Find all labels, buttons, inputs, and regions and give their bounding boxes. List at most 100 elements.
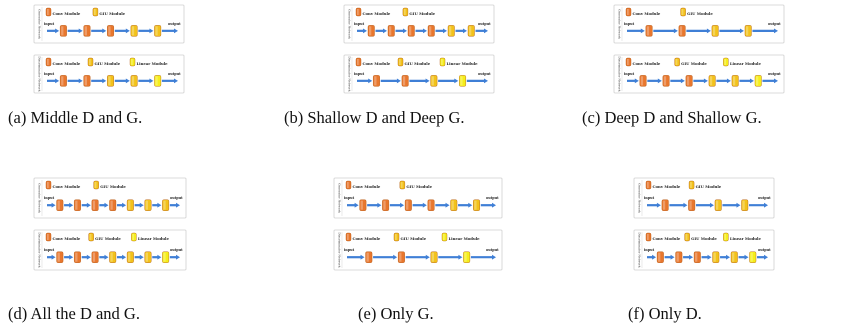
generator-side-label: Generator Network (338, 183, 342, 213)
glu-block (731, 75, 739, 87)
legend-conv-label: Conv Module (53, 184, 81, 189)
conv-block (56, 199, 64, 211)
input-label: input (624, 22, 635, 26)
chain-arrow (438, 78, 459, 84)
conv-block (359, 199, 367, 211)
legend-linear-block (723, 57, 729, 67)
panel-d: Generator Network Conv Module GIU Module in… (0, 170, 284, 333)
conv-block (91, 251, 99, 263)
chain-arrow (701, 254, 712, 260)
chain-arrow (438, 254, 463, 260)
panel-b: Generator Network Conv Module GIU Module in… (284, 0, 574, 166)
generator-box (343, 4, 495, 44)
glu-block (447, 25, 455, 37)
chain-arrow (375, 28, 387, 34)
input-label: input (344, 248, 355, 252)
legend-glu-label: GIU Module (401, 236, 427, 241)
glu-block (126, 199, 134, 211)
conv-block (109, 199, 117, 211)
diagram-d: Generator Network Conv Module GIU Module in… (33, 177, 187, 271)
generator-box (33, 4, 185, 44)
chain-arrow (380, 78, 401, 84)
chain-arrow (91, 28, 107, 34)
generator-box (613, 4, 785, 44)
chain-arrow (152, 202, 162, 208)
legend-glu-label: GIU Module (687, 11, 713, 16)
glu-block (744, 25, 752, 37)
legend-linear-block (439, 57, 446, 67)
chain-arrow (683, 254, 694, 260)
conv-block (693, 251, 701, 263)
glu-block (430, 75, 438, 87)
glu-block (130, 25, 138, 37)
panel-c: Generator Network Conv Module GIU Module in… (574, 0, 854, 166)
discriminator-box (633, 229, 775, 271)
linear-block (754, 75, 762, 87)
conv-block (83, 25, 91, 37)
linear-block (459, 75, 467, 87)
conv-block (404, 199, 412, 211)
conv-block (662, 75, 670, 87)
diagram-e: Generator Network Conv Module GIU Module in… (333, 177, 503, 271)
chain-arrow (367, 202, 382, 208)
legend-glu-label: GIU Module (99, 11, 125, 16)
legend-glu-block (399, 180, 406, 190)
chain-arrow (81, 254, 91, 260)
output-arrow (757, 254, 768, 260)
generator-side-label: Generator Network (348, 9, 352, 39)
chain-arrow (347, 202, 359, 208)
linear-block (154, 75, 162, 87)
chain-arrow (435, 202, 450, 208)
linear-block (463, 251, 471, 263)
glu-block (126, 251, 134, 263)
chain-arrow (152, 254, 162, 260)
discriminator-box (343, 54, 495, 94)
chain-arrow (138, 28, 154, 34)
glu-block (144, 251, 152, 263)
caption-a: (a) Middle D and G. (8, 108, 143, 127)
linear-block (162, 251, 170, 263)
legend-glu-label: GIU Module (681, 61, 707, 66)
conv-block (645, 25, 653, 37)
chain-arrow (347, 254, 365, 260)
glu-block (144, 199, 152, 211)
output-arrow (161, 28, 178, 34)
legend-glu-label: GIU Module (100, 184, 126, 189)
legend-conv-block (625, 57, 632, 67)
input-label: input (44, 196, 55, 200)
conv-block (382, 199, 390, 211)
output-arrow (470, 254, 496, 260)
legend-conv-block (345, 180, 352, 190)
chain-arrow (670, 78, 685, 84)
output-arrow (762, 78, 778, 84)
chain-arrow (47, 28, 60, 34)
chain-arrow (47, 202, 56, 208)
output-arrow (475, 28, 488, 34)
glu-block (154, 25, 162, 37)
chain-arrow (720, 254, 731, 260)
chain-arrow (738, 254, 749, 260)
conv-block (427, 199, 435, 211)
conv-block (397, 251, 405, 263)
chain-arrow (664, 254, 675, 260)
chain-arrow (647, 254, 657, 260)
conv-block (59, 75, 67, 87)
discriminator-side-label: Discriminator Network (638, 232, 642, 267)
conv-block (74, 251, 81, 263)
chain-arrow (395, 28, 407, 34)
chain-arrow (357, 28, 367, 34)
output-label: output (170, 196, 183, 200)
legend-glu-block (87, 57, 94, 67)
legend-glu-block (92, 7, 99, 17)
output-arrow (480, 202, 496, 208)
chain-arrow (647, 202, 661, 208)
glu-block (467, 25, 475, 37)
chain-arrow (686, 28, 711, 34)
legend-linear-label: Linear Module (447, 61, 479, 66)
chain-arrow (134, 202, 144, 208)
legend-linear-label: Linear Module (138, 236, 170, 241)
chain-arrow (389, 202, 405, 208)
chain-arrow (455, 28, 467, 34)
input-label: input (354, 22, 365, 26)
legend-conv-label: Conv Module (353, 236, 381, 241)
